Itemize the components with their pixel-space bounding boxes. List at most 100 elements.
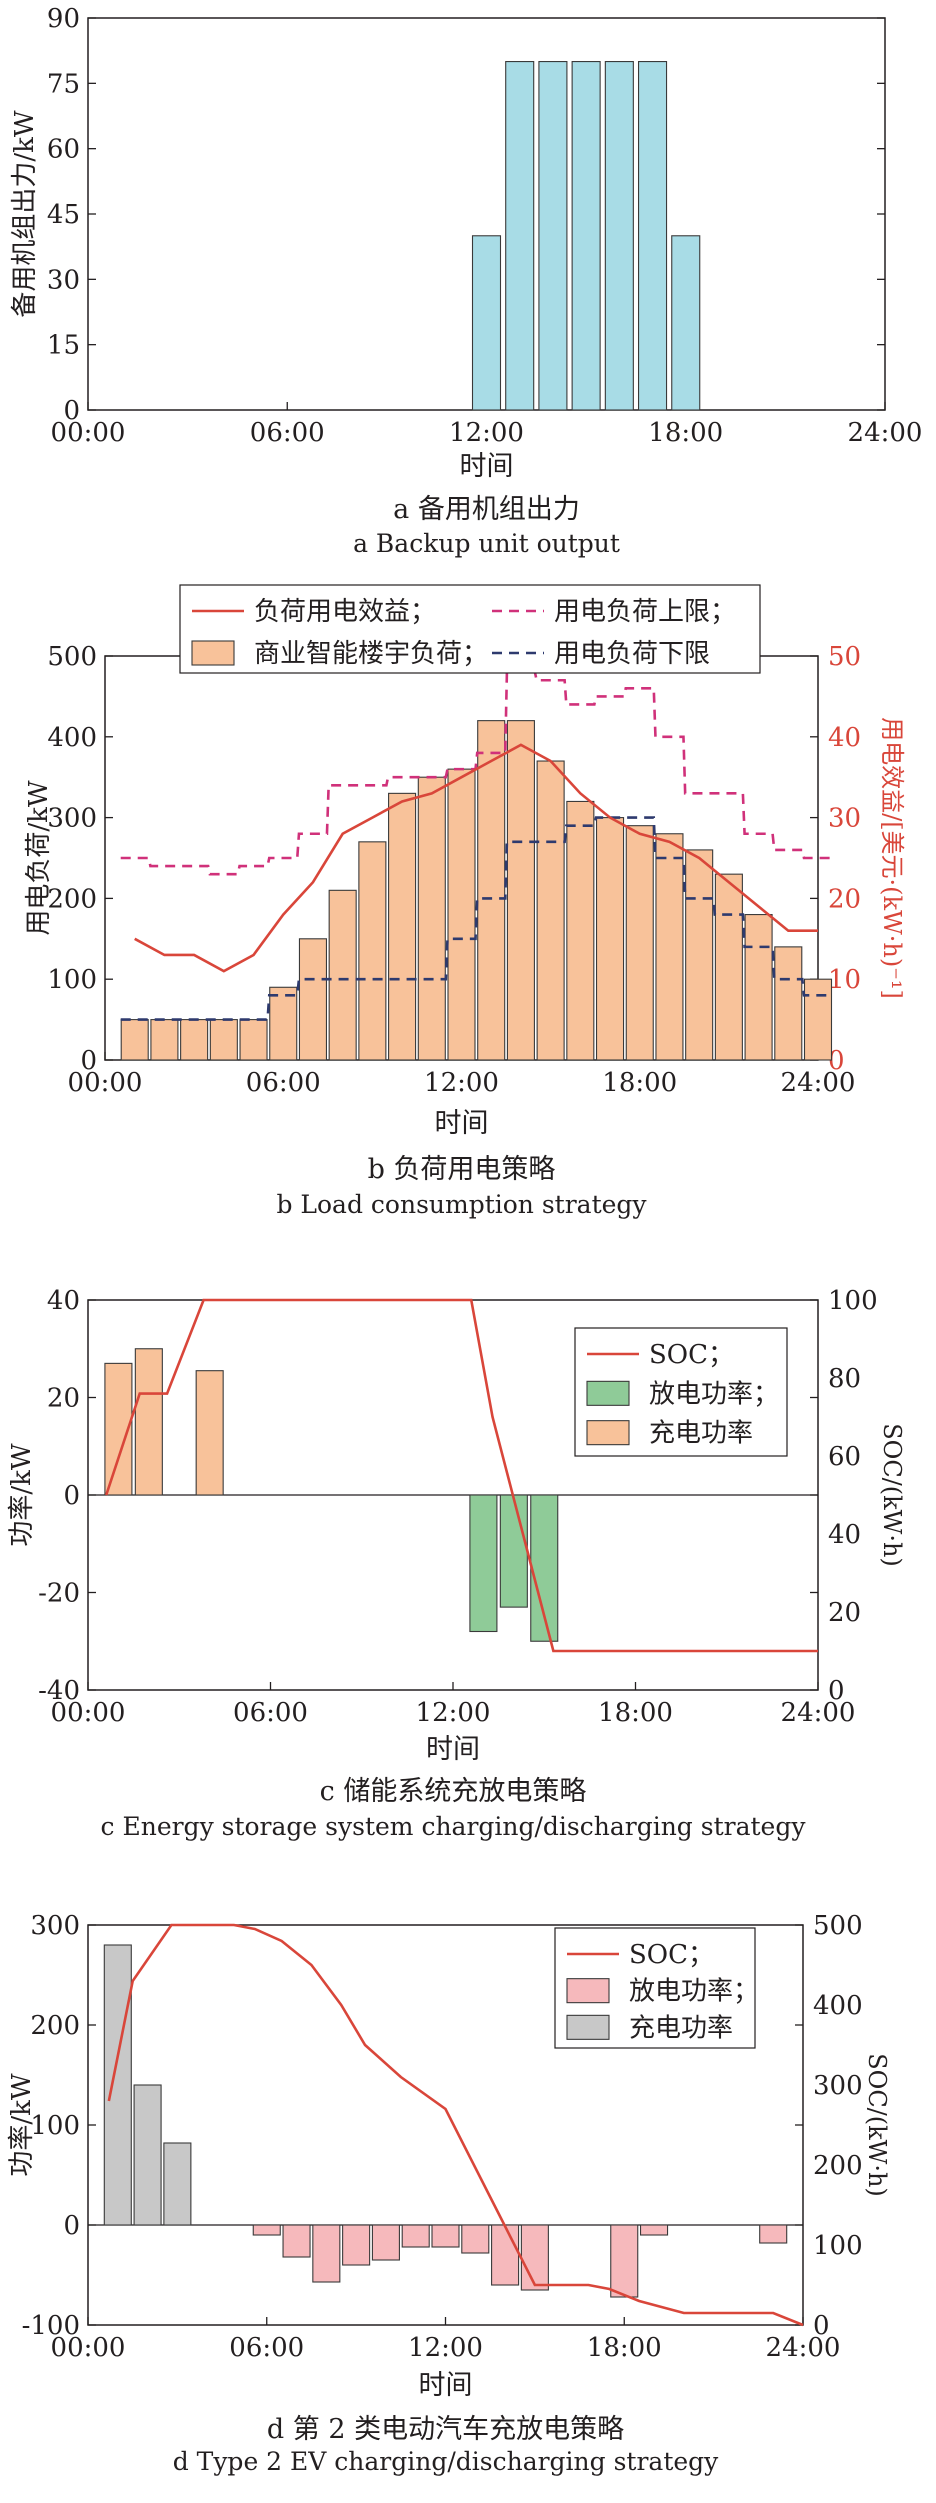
x-tick-label: 00:00 [68,1068,143,1098]
bar-0-6 [298,938,328,1061]
legend-label: 用电负荷上限； [554,597,736,627]
y-right-axis-label: SOC/(kW·h) [863,2053,891,2197]
y-tick-label: 300 [47,804,97,834]
y-right-tick-label: 80 [828,1364,861,1394]
bar-1-12 [759,2224,788,2244]
y-right-axis-label: 用电效益/[美元·(kW·h)⁻¹] [878,717,906,999]
chart-d: -100 0 100 200 300 0 100 200 300 400 500 00:00 06:00… [7,1911,891,2476]
x-tick-label: 06:00 [250,418,325,448]
caption-cn: a 备用机组出力 [393,494,580,525]
x-tick-label: 24:00 [766,2333,841,2363]
y-tick-label: 0 [80,1046,97,1076]
y-right-tick-label: 20 [828,1598,861,1628]
x-axis-label: 时间 [426,1734,480,1765]
series-step-1 [120,670,832,876]
bar-1-7 [461,2224,490,2254]
bar-0-4 [604,61,634,411]
bar-1-0 [252,2224,281,2236]
series-line-2 [107,1923,804,2327]
legend-box [179,584,761,674]
bar-1-0 [469,1494,498,1633]
bar-0-18 [655,833,684,1061]
series-line-2 [105,1298,818,1653]
y-right-tick-label: 40 [828,1520,861,1550]
x-tick-label: 18:00 [587,2333,662,2363]
legend: SOC； 放电功率； 充电功率 [574,1327,788,1457]
x-tick-label: 12:00 [424,1068,499,1098]
legend-label: 放电功率； [649,1379,779,1409]
y-right-tick-label: 20 [828,884,861,914]
bar-0-23 [803,978,833,1061]
bar-0-11 [447,768,476,1061]
x-tick-label: 00:00 [51,418,126,448]
x-tick-label: 18:00 [598,1698,673,1728]
bar-0-19 [685,849,714,1061]
x-tick-label: 24:00 [781,1698,856,1728]
y-right-tick-label: 500 [813,1911,863,1941]
y-tick-label: 45 [47,200,80,230]
y-tick-label: 75 [47,69,80,99]
y-right-tick-label: 0 [828,1676,845,1706]
y-axis-label: 备用机组出力/kW [10,110,40,318]
bar-0-0 [103,1944,132,2226]
y-right-tick-label: 100 [813,2231,863,2261]
x-tick-label: 12:00 [416,1698,491,1728]
y-tick-label: 30 [47,265,80,295]
bar-0-15 [566,800,595,1061]
bar-1-1 [499,1494,528,1608]
bar-0-17 [625,825,654,1061]
y-tick-label: -100 [22,2311,80,2341]
bar-1-11 [639,2224,669,2236]
x-axis-label: 时间 [419,2370,473,2401]
x-tick-label: 12:00 [408,2333,483,2363]
y-axis-label: 功率/kW [7,1443,37,1547]
y-tick-label: 40 [47,1286,80,1316]
y-tick-label: 15 [47,331,80,361]
y-tick-label: 0 [63,2211,80,2241]
bar-1-4 [371,2224,400,2261]
x-tick-label: 18:00 [648,418,723,448]
legend-label: 放电功率； [629,1977,759,2007]
caption-en: b Load consumption strategy [276,1190,647,1219]
x-tick-label: 06:00 [246,1068,321,1098]
x-tick-label: 00:00 [51,2333,126,2363]
chart-a: 0 15 30 45 60 75 90 00:00 06:00 12:00 18:00 24:00 时间… [10,4,922,558]
bar-0-7 [328,889,357,1061]
y-axis-label: 用电负荷/kW [24,780,54,936]
y-right-tick-label: 10 [828,965,861,995]
legend-swatch [586,1380,630,1406]
bar-1-1 [282,2224,311,2258]
bar-0-21 [744,914,773,1061]
x-tick-label: 00:00 [51,1698,126,1728]
y-tick-label: 500 [47,642,97,672]
bar-0-6 [671,235,701,411]
bar-0-8 [358,841,387,1061]
bar-0-2 [180,1019,209,1061]
y-right-tick-label: 40 [828,723,861,753]
bar-0-3 [209,1019,238,1061]
legend-label: SOC； [629,1940,714,1970]
bar-1-3 [342,2224,371,2266]
bar-0-2 [163,2142,192,2226]
y-tick-label: 400 [47,723,97,753]
bar-0-3 [571,61,601,411]
bar-0-1 [134,1348,163,1496]
bar-0-4 [239,1019,268,1061]
caption-en: c Energy storage system charging/dischar… [101,1812,807,1841]
legend-label: 充电功率 [649,1419,753,1449]
y-right-tick-label: 200 [813,2151,863,2181]
y-right-tick-label: 0 [828,1046,845,1076]
legend-label: 负荷用电效益； [254,597,436,627]
legend-label: 商业智能楼宇负荷； [254,639,488,669]
legend: 负荷用电效益； 用电负荷上限； 商业智能楼宇负荷； 用电负荷下限 [179,584,761,674]
caption-cn: b 负荷用电策略 [368,1154,556,1185]
y-right-tick-label: 60 [828,1442,861,1472]
bar-0-0 [471,235,502,411]
x-tick-label: 18:00 [602,1068,677,1098]
caption-en: a Backup unit output [353,529,620,558]
chart-c: -40 -20 0 20 40 0 20 40 60 80 100 00:00 06:00 12:00 18… [7,1286,906,1841]
bar-1-2 [312,2224,341,2283]
y-tick-label: 90 [47,4,80,34]
legend-label: 充电功率 [629,2013,733,2043]
